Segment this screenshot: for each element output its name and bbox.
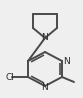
Text: Cl: Cl	[6, 73, 14, 82]
Text: N: N	[42, 33, 48, 41]
Text: N: N	[42, 83, 48, 93]
Text: N: N	[64, 57, 70, 65]
